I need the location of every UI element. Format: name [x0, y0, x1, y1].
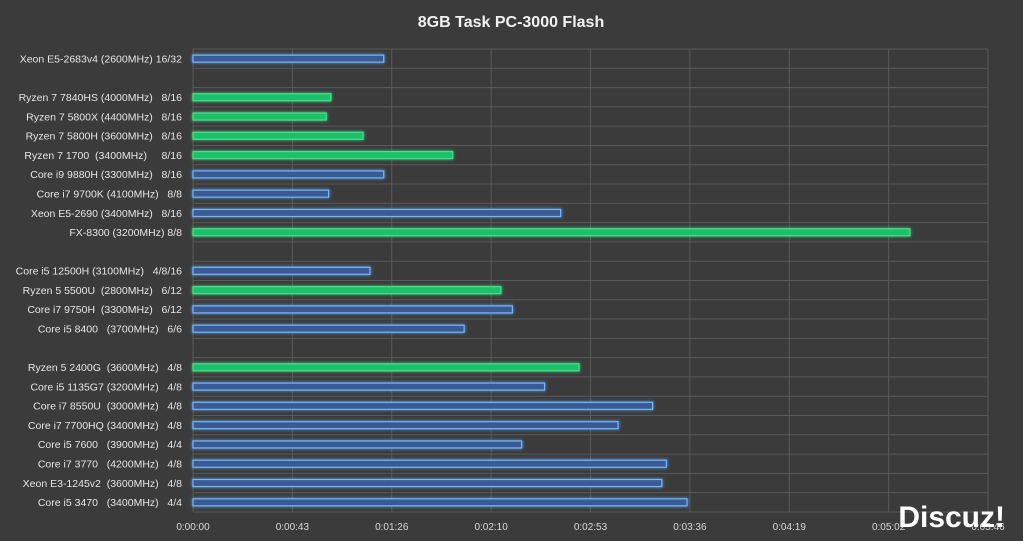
bar [192, 440, 523, 449]
category-label: Ryzen 5 5500U (2800MHz) 6/12 [23, 285, 182, 297]
bar [192, 459, 667, 468]
category-label: Core i5 3470 (3400MHz) 4/4 [38, 497, 182, 509]
category-label: Ryzen 7 1700 (3400MHz) 8/16 [24, 150, 182, 162]
category-label: Core i7 8550U (3000MHz) 4/8 [33, 401, 182, 413]
bar [192, 208, 562, 218]
bar [192, 401, 654, 410]
bar [192, 382, 546, 391]
bar [192, 498, 688, 507]
bar [192, 363, 580, 372]
bar [192, 112, 327, 121]
watermark: Discuz! [898, 501, 1005, 534]
bar [192, 266, 371, 275]
bar [192, 189, 330, 198]
x-tick-label: 0:04:19 [773, 522, 807, 533]
bar [192, 170, 385, 179]
category-label: Ryzen 7 5800X (4400MHz) 8/16 [26, 111, 182, 123]
bar [192, 478, 663, 488]
category-label: Core i5 1135G7 (3200MHz) 4/8 [30, 381, 182, 393]
x-tick-label: 0:02:53 [574, 522, 608, 533]
x-tick-label: 0:05:02 [872, 522, 906, 533]
gridlines [192, 48, 989, 513]
category-label: Ryzen 7 5800H (3600MHz) 8/16 [26, 131, 183, 143]
bar [192, 228, 911, 237]
category-labels: Xeon E5-2683v4 (2600MHz) 16/32 Ryzen 7 78… [16, 53, 183, 509]
x-tick-label: 0:01:26 [375, 522, 409, 533]
category-label: Core i7 7700HQ (3400MHz) 4/8 [28, 420, 182, 432]
x-tick-label: 0:02:10 [474, 522, 508, 533]
bar [192, 305, 513, 314]
category-label: Core i9 9880H (3300MHz) 8/16 [30, 169, 182, 181]
category-label: Core i5 12500H (3100MHz) 4/8/16 [16, 266, 182, 278]
category-label: Xeon E3-1245v2 (3600MHz) 4/8 [23, 478, 183, 490]
x-tick-label: 0:00:43 [276, 522, 310, 533]
category-label: Core i5 8400 (3700MHz) 6/6 [38, 324, 182, 336]
category-label: Ryzen 7 7840HS (4000MHz) 8/16 [19, 92, 183, 104]
category-label: FX-8300 (3200MHz) 8/8 [69, 227, 182, 239]
x-tick-labels: 0:00:00 0:00:43 0:01:26 0:02:10 0:02:53 0:03:… [176, 522, 1005, 533]
bar [192, 54, 385, 63]
category-label: Xeon E5-2683v4 (2600MHz) 16/32 [20, 53, 182, 65]
x-tick-label: 0:00:00 [176, 522, 210, 533]
category-label: Ryzen 5 2400G (3600MHz) 4/8 [28, 362, 182, 374]
x-tick-label: 0:05:46 [971, 522, 1005, 533]
bar [192, 421, 619, 430]
category-label: Core i7 9750H (3300MHz) 6/12 [27, 304, 182, 316]
bar [192, 93, 332, 102]
bar [192, 150, 454, 160]
bar [192, 324, 465, 333]
chart-title: 8GB Task PC-3000 Flash [418, 14, 604, 31]
bar [192, 286, 502, 295]
x-tick-label: 0:03:36 [673, 522, 707, 533]
category-label: Xeon E5-2690 (3400MHz) 8/16 [31, 208, 182, 220]
category-label: Core i5 7600 (3900MHz) 4/4 [38, 439, 182, 451]
bars [192, 54, 911, 507]
category-label: Core i7 9700K (4100MHz) 8/8 [37, 188, 182, 200]
bar [192, 131, 364, 140]
category-label: Core i7 3770 (4200MHz) 4/8 [38, 459, 182, 471]
